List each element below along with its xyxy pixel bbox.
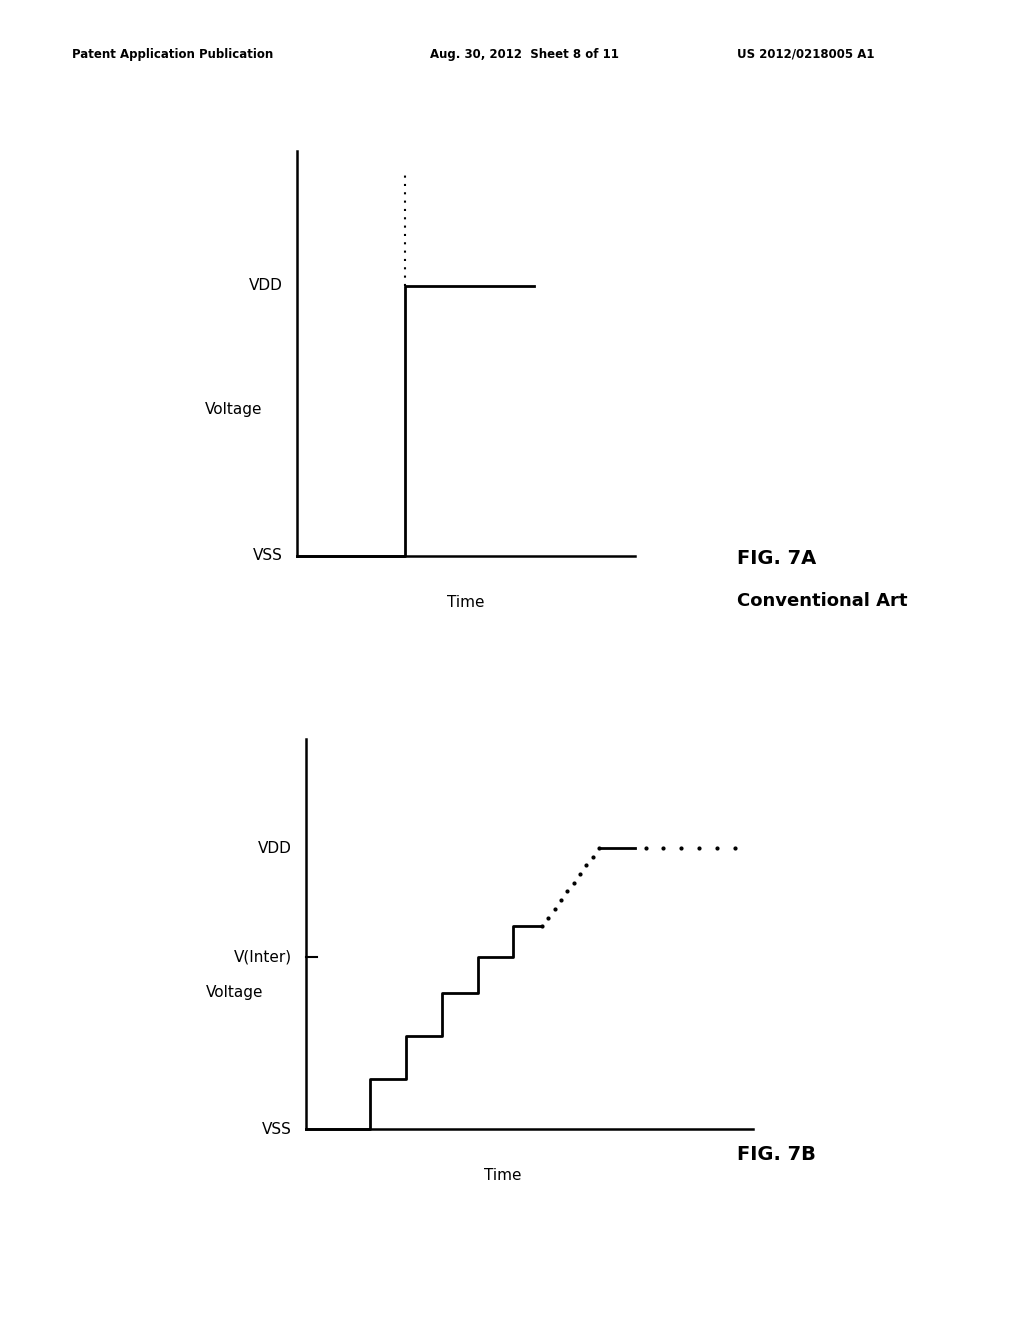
Text: FIG. 7B: FIG. 7B (737, 1146, 816, 1164)
Text: VDD: VDD (249, 279, 283, 293)
Text: FIG. 7A: FIG. 7A (737, 549, 816, 568)
Text: V(Inter): V(Inter) (233, 950, 292, 965)
Text: Conventional Art: Conventional Art (737, 591, 908, 610)
Text: US 2012/0218005 A1: US 2012/0218005 A1 (737, 48, 874, 61)
Text: Aug. 30, 2012  Sheet 8 of 11: Aug. 30, 2012 Sheet 8 of 11 (430, 48, 618, 61)
Text: VDD: VDD (258, 841, 292, 855)
Text: Voltage: Voltage (206, 985, 263, 1001)
Text: VSS: VSS (253, 548, 283, 564)
Text: Time: Time (447, 594, 484, 610)
Text: VSS: VSS (262, 1122, 292, 1137)
Text: Time: Time (483, 1168, 521, 1184)
Text: Patent Application Publication: Patent Application Publication (72, 48, 273, 61)
Text: Voltage: Voltage (205, 401, 263, 417)
